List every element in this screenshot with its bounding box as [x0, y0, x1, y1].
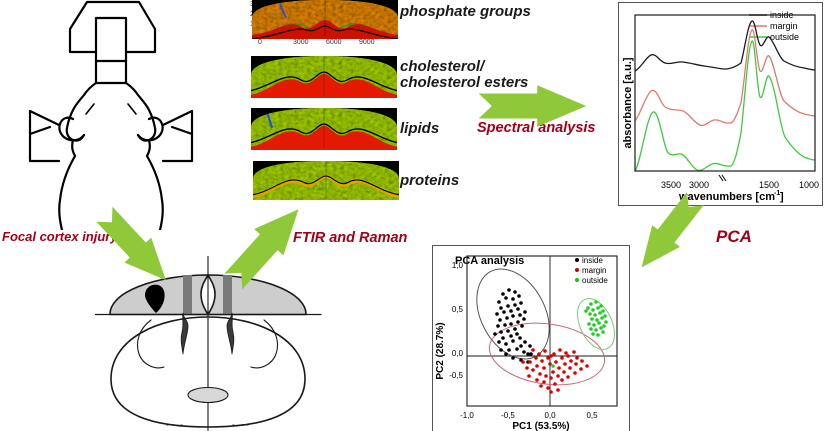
svg-text:1,0: 1,0: [452, 261, 464, 270]
svg-text:PC2 (28.7%): PC2 (28.7%): [435, 322, 446, 379]
svg-text:0,0: 0,0: [544, 411, 556, 420]
svg-text:-0,5: -0,5: [449, 371, 463, 380]
svg-text:-1,0: -1,0: [460, 411, 474, 420]
svg-text:absorbance [a.u.]: absorbance [a.u.]: [622, 57, 634, 148]
svg-text:0,5: 0,5: [586, 411, 598, 420]
svg-text:0: 0: [258, 39, 262, 45]
svg-text:inside: inside: [582, 256, 603, 265]
svg-text:outside: outside: [582, 276, 608, 285]
svg-text:9000: 9000: [359, 39, 375, 45]
svg-text:6000: 6000: [326, 39, 342, 45]
svg-text:PCA analysis: PCA analysis: [455, 255, 524, 267]
svg-text:0,5: 0,5: [452, 305, 464, 314]
svg-text:1000: 1000: [799, 180, 819, 190]
svg-text:outside: outside: [770, 32, 799, 42]
svg-text:margin: margin: [582, 266, 606, 275]
svg-text:3500: 3500: [661, 180, 681, 190]
svg-text:-0,5: -0,5: [501, 411, 515, 420]
svg-text:PC1 (53.5%): PC1 (53.5%): [512, 421, 569, 431]
svg-text:]: ]: [780, 191, 784, 203]
svg-text:wavenumbers [cm: wavenumbers [cm: [678, 191, 775, 203]
svg-text:3000: 3000: [293, 39, 309, 45]
svg-text:1500: 1500: [759, 180, 779, 190]
svg-text:0,0: 0,0: [452, 349, 464, 358]
svg-text:margin: margin: [770, 21, 798, 31]
svg-text:3000: 3000: [689, 180, 709, 190]
